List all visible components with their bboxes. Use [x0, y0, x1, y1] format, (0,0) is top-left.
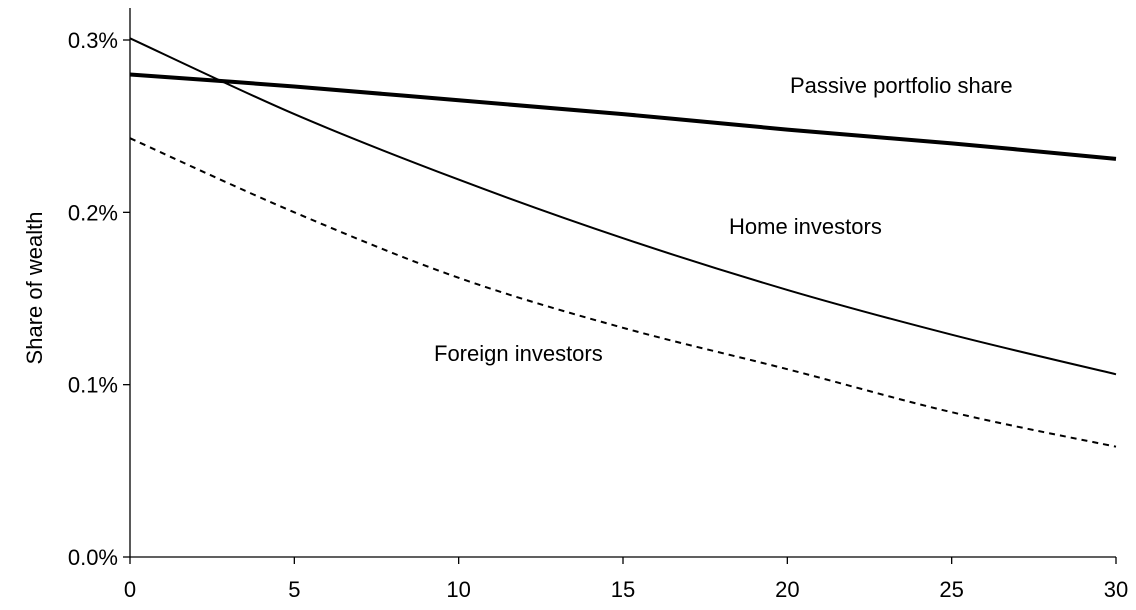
series-line-home-investors	[129, 37, 1117, 376]
x-tick-label: 10	[446, 577, 470, 602]
tick-labels: 0.0% 0.1% 0.2% 0.3% 0 5 10 15 20 25 30	[68, 28, 1128, 602]
y-tick-label: 0.3%	[68, 28, 118, 53]
series-labels: Passive portfolio share Home investors For…	[434, 73, 1013, 366]
series-line-passive-portfolio-share	[129, 72, 1117, 161]
y-tick-label: 0.2%	[68, 200, 118, 225]
x-tick-label: 0	[124, 577, 136, 602]
series-label: Passive portfolio share	[790, 73, 1013, 98]
series-line-foreign-investors	[129, 137, 1117, 448]
x-tick-label: 15	[611, 577, 635, 602]
series-label: Home investors	[729, 214, 882, 239]
x-tick-label: 30	[1104, 577, 1128, 602]
axes	[123, 8, 1117, 564]
x-tick-label: 20	[775, 577, 799, 602]
x-tick-label: 5	[288, 577, 300, 602]
y-tick-label: 0.1%	[68, 373, 118, 398]
y-axis-title: Share of wealth	[22, 212, 47, 365]
y-tick-label: 0.0%	[68, 545, 118, 570]
series-lines	[129, 37, 1117, 448]
x-tick-label: 25	[939, 577, 963, 602]
series-label: Foreign investors	[434, 341, 603, 366]
